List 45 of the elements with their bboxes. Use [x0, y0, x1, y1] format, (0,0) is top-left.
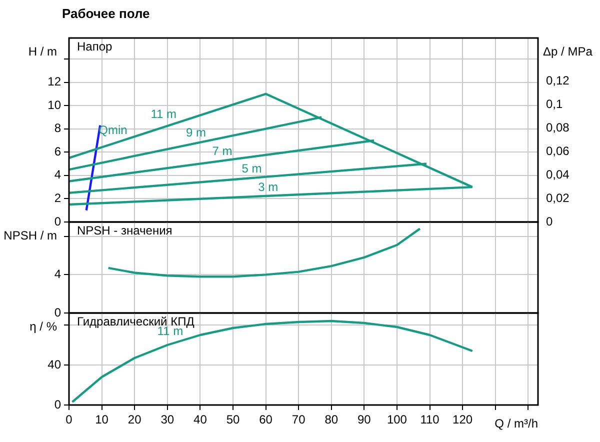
y2-tick-label: 0,12 — [546, 74, 570, 88]
x-tick-label: 20 — [128, 412, 142, 427]
x-tick-label: 100 — [386, 412, 408, 427]
annotation: 5 m — [242, 162, 262, 176]
x-tick-label: 50 — [226, 412, 240, 427]
x-tick-label: 70 — [292, 412, 306, 427]
x-tick-label: 90 — [357, 412, 372, 427]
y-tick-label: 12 — [48, 74, 62, 89]
annotation: Напор — [77, 39, 113, 54]
x-tick-label: 0 — [66, 412, 73, 427]
y-tick-label: 10 — [48, 98, 62, 112]
y-axis-title: H / m — [28, 44, 57, 58]
y2-tick-label: 0,04 — [546, 167, 570, 182]
annotation: 11 m — [157, 324, 184, 338]
y-tick-label: 0 — [54, 305, 62, 320]
x-tick-label: 110 — [420, 412, 440, 427]
y-tick-label: 2 — [54, 191, 62, 206]
x-tick-label: 10 — [95, 412, 109, 427]
y-tick-label: 0 — [54, 214, 62, 228]
y2-tick-label: 0,02 — [546, 190, 570, 205]
y-axis-title: η / % — [30, 319, 58, 334]
y2-tick-label: 0,06 — [546, 144, 570, 158]
y-tick-label: 40 — [48, 357, 62, 372]
y2-axis-title: Δp / MPa — [543, 44, 593, 58]
x-tick-label: 120 — [452, 412, 473, 427]
y2-tick-label: 0,08 — [546, 120, 570, 135]
x-tick-label: 80 — [324, 412, 338, 427]
y-tick-label: 6 — [54, 144, 62, 158]
y-tick-label: 8 — [54, 121, 62, 136]
annotation: 9 m — [186, 125, 206, 140]
annotation: NPSH - значения — [77, 223, 172, 238]
x-tick-label: 30 — [160, 412, 174, 427]
x-tick-label: 60 — [259, 412, 273, 427]
y-tick-label: 0 — [54, 397, 62, 412]
y-tick-label: 4 — [54, 168, 62, 182]
annotation: 7 m — [212, 144, 232, 158]
y2-tick-label: 0,1 — [546, 97, 564, 112]
x-tick-label: 40 — [194, 412, 208, 427]
y-tick-label: 4 — [54, 266, 62, 281]
annotation: 3 m — [258, 180, 278, 194]
annotation: 11 m — [150, 106, 177, 121]
y-axis-title: NPSH / m — [4, 228, 57, 242]
chart-title: Рабочее поле — [62, 6, 150, 21]
y2-tick-label: 0 — [546, 214, 553, 228]
x-axis-title: Q / m³/h — [494, 416, 538, 430]
